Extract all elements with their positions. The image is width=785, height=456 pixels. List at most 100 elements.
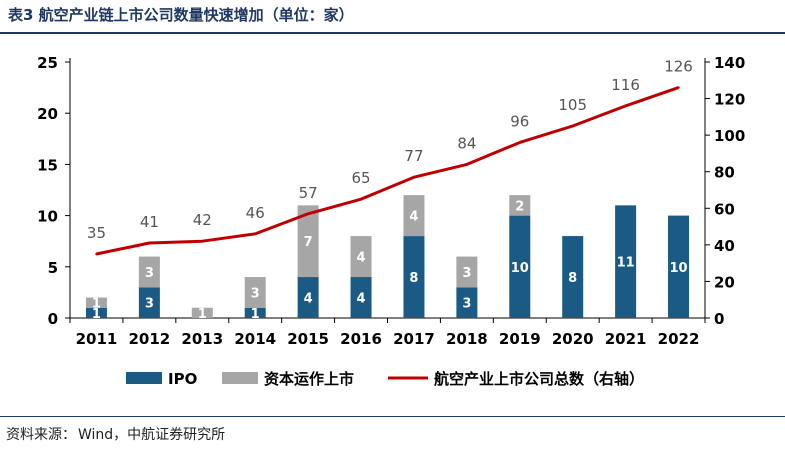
source-divider: [0, 416, 785, 417]
x-tick-label: 2011: [76, 330, 118, 348]
bar-capital-label: 4: [357, 251, 366, 266]
bar-ipo: [403, 236, 425, 318]
total-data-label: 77: [404, 147, 423, 165]
total-point: [571, 124, 574, 128]
total-data-label: 84: [457, 134, 476, 152]
total-data-label: 105: [558, 96, 587, 114]
total-data-label: 41: [140, 213, 159, 231]
x-tick-label: 2020: [552, 330, 594, 348]
right-tick-label: 100: [714, 127, 745, 145]
right-tick-label: 140: [714, 54, 745, 72]
left-tick-label: 10: [37, 208, 58, 226]
total-point: [148, 241, 151, 245]
bar-capital-label: 1: [92, 297, 101, 312]
bar-ipo: [85, 307, 107, 318]
right-tick-label: 120: [714, 91, 745, 109]
x-tick-label: 2015: [287, 330, 329, 348]
total-data-label: 35: [87, 224, 106, 242]
bar-ipo-label: 4: [304, 292, 313, 307]
bar-ipo: [244, 307, 266, 318]
x-tick-label: 2018: [446, 330, 488, 348]
bar-ipo-label: 1: [251, 307, 260, 322]
bar-capital-label: 3: [251, 286, 260, 301]
left-tick-label: 15: [37, 156, 58, 174]
chart-area: 0 5 10 15 20 25 0 20 40 60 80 100 120 140 2011 2012 2013…: [37, 54, 745, 388]
bar-ipo-label: 3: [462, 297, 471, 312]
bar-ipo-label: 8: [568, 271, 577, 286]
legend-capital-label: 资本运作上市: [264, 370, 354, 388]
bar-capital: [509, 195, 531, 216]
total-data-label: 65: [351, 169, 370, 187]
total-point: [677, 86, 680, 89]
bar-capital-label: 4: [409, 210, 418, 225]
left-tick-label: 20: [37, 105, 58, 123]
right-tick-label: 40: [714, 237, 735, 255]
bar-ipo-label: 3: [145, 297, 154, 312]
legend-total-label: 航空产业上市公司总数（右轴）: [434, 370, 644, 388]
total-data-label: 57: [299, 184, 318, 202]
total-point: [518, 141, 521, 144]
x-tick-label: 2022: [658, 330, 700, 348]
bar-capital-label: 7: [304, 235, 313, 250]
total-data-label: 126: [664, 58, 693, 76]
x-tick-label: 2019: [499, 330, 541, 348]
bar-ipo: [562, 236, 584, 318]
chart-title: 表3 航空产业链上市公司数量快速增加（单位：家）: [8, 6, 354, 24]
bar-ipo-label: 4: [357, 292, 366, 307]
bar-ipo-label: 1: [92, 307, 101, 322]
legend-capital-swatch: [222, 372, 258, 384]
left-tick-label: 0: [48, 310, 58, 328]
title-divider: [0, 32, 785, 34]
legend-ipo-swatch: [126, 372, 162, 384]
right-tick-label: 0: [714, 310, 724, 328]
x-tick-label: 2014: [234, 330, 276, 348]
total-data-label: 42: [193, 211, 212, 229]
bar-capital: [297, 205, 319, 278]
total-point: [254, 232, 257, 236]
source-note: 资料来源： Wind，中航证券研究所: [6, 424, 225, 444]
bar-ipo: [456, 287, 478, 318]
total-point: [465, 163, 469, 166]
total-data-label: 96: [510, 112, 529, 130]
total-point: [624, 104, 627, 108]
total-line: [96, 86, 680, 256]
bar-capital-label: 1: [198, 307, 207, 322]
bar-ipo-label: 10: [511, 261, 529, 276]
x-tick-label: 2017: [393, 330, 435, 348]
bar-capital: [138, 256, 160, 288]
right-tick-label: 60: [714, 200, 735, 218]
total-point: [201, 240, 204, 243]
bar-ipo: [297, 277, 319, 318]
total-data-label: 116: [611, 76, 640, 94]
bar-ipo: [509, 215, 531, 318]
bar-capital: [350, 236, 372, 278]
x-tick-label: 2013: [181, 330, 223, 348]
source-label: 资料来源：: [6, 427, 76, 443]
bar-capital-label: 3: [462, 266, 471, 281]
bar-capital: [456, 256, 478, 288]
left-tick-label: 25: [37, 54, 58, 72]
bar-capital-label: 2: [515, 199, 524, 214]
bar-capital: [85, 297, 107, 308]
source-text: Wind，中航证券研究所: [78, 427, 226, 443]
x-tick-label: 2012: [129, 330, 171, 348]
total-point: [306, 212, 310, 215]
total-point: [359, 197, 363, 201]
bar-ipo: [668, 215, 690, 318]
bar-capital: [191, 307, 213, 318]
total-data-label: 46: [246, 204, 265, 222]
bar-capital: [403, 195, 425, 237]
bar-ipo: [138, 287, 160, 318]
bar-ipo-label: 11: [617, 256, 635, 271]
right-tick-label: 80: [714, 164, 735, 182]
x-tick-label: 2021: [605, 330, 647, 348]
bar-ipo-label: 8: [409, 271, 418, 286]
right-tick-label: 20: [714, 273, 735, 291]
total-point: [95, 252, 98, 256]
total-point: [412, 176, 416, 179]
left-tick-label: 5: [48, 259, 58, 277]
bar-capital: [244, 277, 266, 308]
bar-ipo: [615, 205, 637, 318]
legend-ipo-label: IPO: [168, 370, 197, 388]
bar-ipo-label: 10: [669, 261, 687, 276]
